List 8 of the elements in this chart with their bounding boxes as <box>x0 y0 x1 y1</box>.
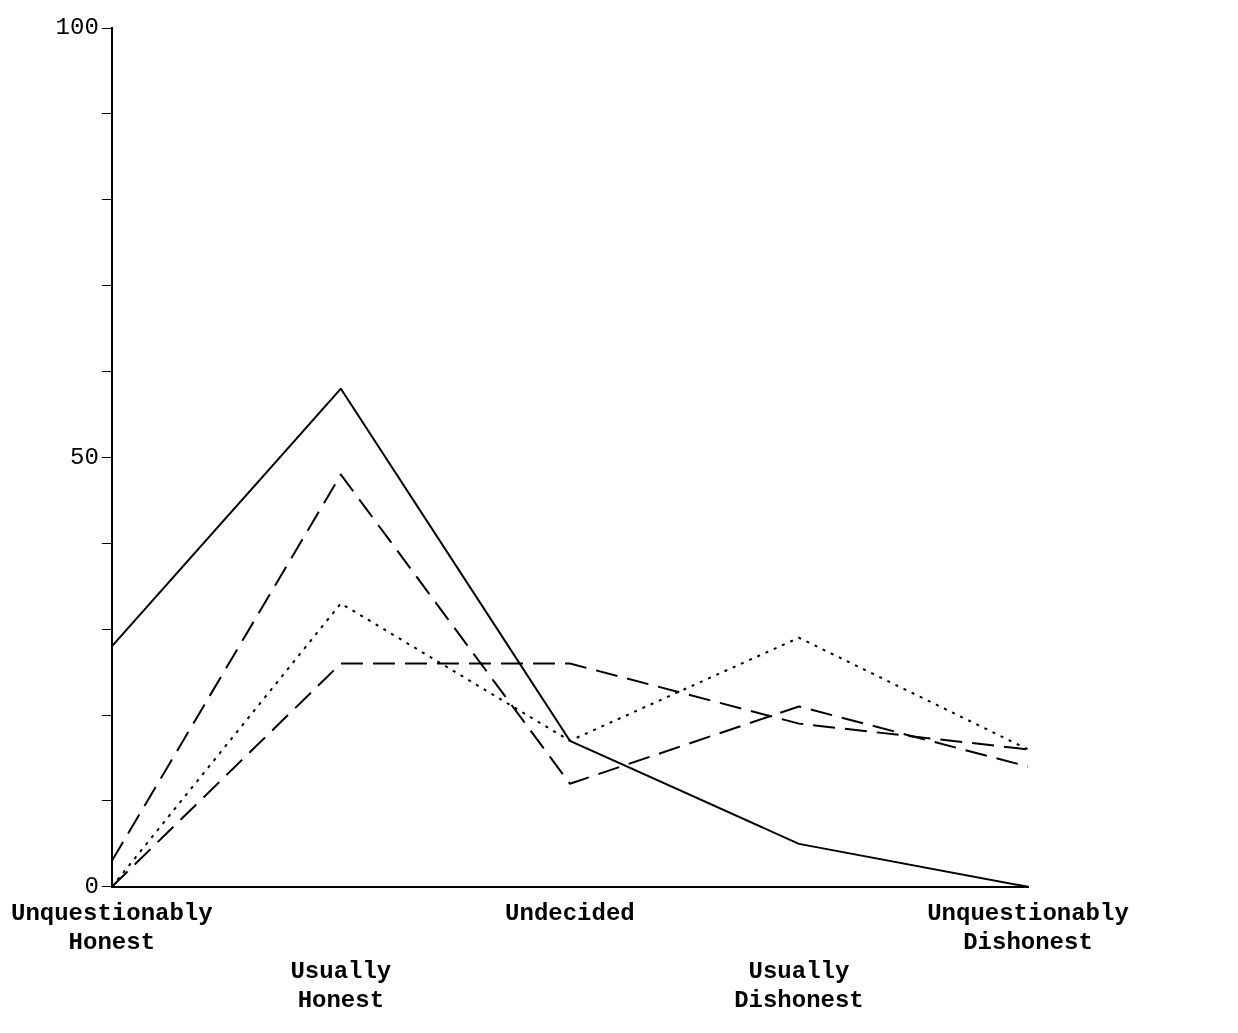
x-tick-label: Undecided <box>505 900 635 928</box>
x-tick-label: Usually Dishonest <box>734 957 864 1014</box>
x-tick-label: Unquestionably Honest <box>11 900 213 957</box>
y-tick-label: 0 <box>84 873 99 901</box>
x-tick-label: Unquestionably Dishonest <box>927 900 1129 957</box>
x-tick-label: Usually Honest <box>290 957 392 1014</box>
y-tick-label: 50 <box>70 443 99 471</box>
y-tick-label: 100 <box>55 14 99 42</box>
